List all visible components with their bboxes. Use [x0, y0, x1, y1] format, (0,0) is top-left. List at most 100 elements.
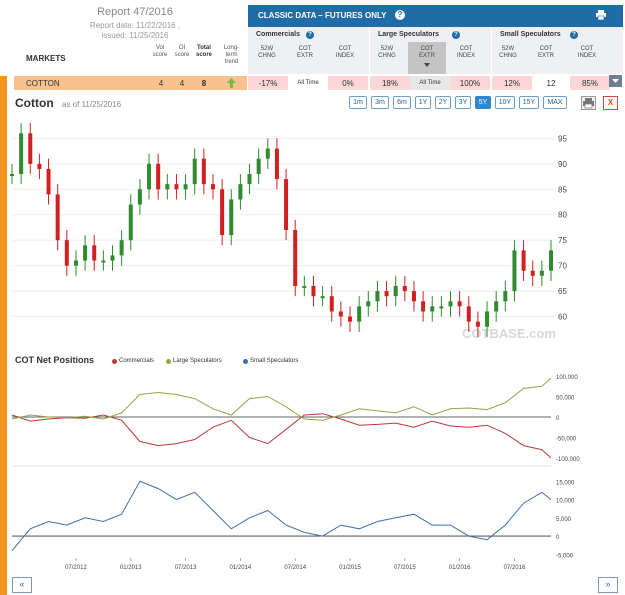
candle-body: [174, 184, 179, 190]
price-chart: 60 65 70 75 80 85 90 95 COTBASE.com: [10, 123, 567, 341]
candle-body: [539, 270, 544, 276]
candle-body: [110, 255, 115, 261]
candle-body: [457, 301, 462, 307]
price-tick-label: 65: [558, 287, 567, 296]
range-10y-button[interactable]: 10Y: [495, 96, 515, 109]
sspec-52w-header[interactable]: 52W CHNG: [499, 46, 517, 59]
chart-asof-date: as of 11/25/2016: [62, 100, 122, 109]
candle-body: [329, 296, 334, 312]
help-icon[interactable]: ?: [395, 10, 405, 20]
lspec-extr-header[interactable]: COT EXTR: [418, 46, 435, 59]
large-speculators-help-icon[interactable]: ?: [452, 31, 460, 39]
chart-title: Cotton: [15, 96, 54, 110]
candle-body: [210, 184, 215, 190]
range-2y-button[interactable]: 2Y: [435, 96, 451, 109]
legend-commercials[interactable]: Commercials: [119, 358, 155, 364]
cot-tick-label: 0: [556, 416, 560, 422]
legend-large-speculators[interactable]: Large Speculators: [173, 358, 222, 364]
legend-dot-small-speculators: [243, 359, 248, 364]
lspec-52w-header[interactable]: 52W CHNG: [378, 46, 396, 59]
candle-body: [549, 250, 553, 271]
candle-body: [165, 184, 170, 190]
candle-body: [256, 158, 261, 174]
candle-body: [10, 174, 14, 176]
series-line-large-speculators: [11, 377, 552, 421]
price-tick-label: 75: [558, 236, 567, 245]
price-tick-label: 90: [558, 160, 567, 169]
sorted-column-highlight: [408, 42, 446, 74]
total-score: 8: [201, 79, 207, 88]
small-spec-tick-label: 15,000: [556, 480, 575, 486]
legend-small-speculators[interactable]: Small Speculators: [250, 358, 299, 364]
candle-body: [265, 148, 270, 159]
candle-body: [302, 286, 307, 288]
cot-tick-label: 100,000: [556, 375, 578, 381]
range-3m-button[interactable]: 3m: [371, 96, 389, 109]
lspec-index-header[interactable]: COT INDEX: [456, 46, 476, 59]
candle-body: [530, 270, 535, 276]
sspec-52w-chng: 12%: [503, 79, 520, 88]
range-1m-button[interactable]: 1m: [349, 96, 367, 109]
cell-bg: [370, 76, 410, 90]
candle-body: [439, 306, 444, 309]
candle-body: [284, 179, 289, 230]
market-name[interactable]: COTTON: [26, 79, 60, 88]
comm-52w-header[interactable]: 52W CHNG: [258, 46, 276, 59]
price-tick-label: 95: [558, 134, 567, 143]
commercials-help-icon[interactable]: ?: [306, 31, 314, 39]
range-15y-button[interactable]: 15Y: [519, 96, 539, 109]
next-market-button[interactable]: »: [598, 577, 618, 593]
range-1y-button[interactable]: 1Y: [415, 96, 431, 109]
candle-body: [357, 306, 362, 322]
candle-body: [64, 240, 69, 266]
x-tick-label: 07/2016: [504, 565, 526, 571]
comm-index-header[interactable]: COT INDEX: [335, 46, 355, 59]
candle-body: [320, 296, 325, 299]
lspec-52w-chng: 18%: [381, 79, 398, 88]
x-tick-label: 07/2014: [284, 565, 306, 571]
print-icon[interactable]: [596, 10, 606, 21]
selection-bar: [0, 76, 7, 595]
candle-body: [375, 291, 380, 302]
candle-body: [46, 168, 51, 195]
small-speculators-group: [492, 27, 623, 74]
range-6m-button[interactable]: 6m: [393, 96, 411, 109]
candle-body: [366, 301, 371, 307]
small-spec-tick-label: -5,000: [556, 553, 574, 559]
sspec-index-header[interactable]: COT INDEX: [577, 46, 597, 59]
candle-body: [201, 158, 206, 185]
sort-down-icon: [424, 63, 430, 67]
scroll-down-button[interactable]: [609, 75, 622, 87]
comm-cot-index: 0%: [342, 79, 354, 88]
chart-print-icon[interactable]: [581, 96, 596, 110]
table-row[interactable]: [14, 76, 247, 90]
candle-body: [311, 286, 316, 297]
candle-body: [521, 250, 526, 271]
candle-body: [494, 301, 499, 312]
candle-body: [19, 133, 24, 174]
candle-body: [485, 311, 490, 327]
prev-market-button[interactable]: «: [12, 577, 32, 593]
candle-body: [293, 230, 298, 286]
price-tick-label: 85: [558, 185, 567, 194]
range-max-button[interactable]: MAX: [543, 96, 567, 109]
sspec-cot-extr: 12: [546, 79, 556, 88]
classic-data-title: CLASSIC DATA – FUTURES ONLY: [258, 11, 387, 20]
close-chart-button[interactable]: X: [603, 96, 618, 110]
cell-bg: [492, 76, 532, 90]
report-title: Report 47/2016: [97, 6, 173, 18]
vol-score-header: Vol score: [152, 45, 168, 58]
sspec-extr-header[interactable]: COT EXTR: [537, 46, 554, 59]
candle-body: [430, 306, 435, 312]
cell-bg: [570, 76, 610, 90]
range-3y-button[interactable]: 3Y: [455, 96, 471, 109]
candle-body: [192, 158, 197, 185]
commercials-title: Commercials: [256, 31, 300, 38]
large-speculators-title: Large Speculators: [378, 31, 440, 38]
cot-tick-label: 50,000: [556, 396, 575, 402]
small-speculators-help-icon[interactable]: ?: [570, 31, 578, 39]
comm-extr-header[interactable]: COT EXTR: [296, 46, 313, 59]
candle-body: [421, 301, 426, 312]
range-5y-button[interactable]: 5Y: [475, 96, 491, 109]
candle-body: [466, 306, 471, 322]
